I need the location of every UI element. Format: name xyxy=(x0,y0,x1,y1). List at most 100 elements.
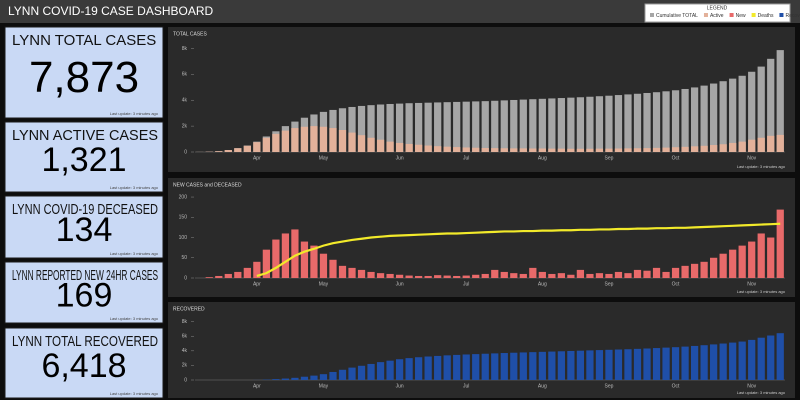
bar xyxy=(215,275,223,278)
card-note: Last update: 3 minutes ago xyxy=(110,251,159,256)
x-tick-label: Apr xyxy=(253,155,261,161)
chart-title: TOTAL CASES xyxy=(173,31,207,37)
bar xyxy=(690,87,699,152)
bar xyxy=(348,132,356,152)
bar xyxy=(357,365,366,380)
card-note: Last update: 3 minutes ago xyxy=(110,185,159,190)
x-tick-label: May xyxy=(319,383,329,389)
bar xyxy=(481,147,489,152)
bar xyxy=(510,99,518,152)
y-tick-label: 6k xyxy=(182,334,188,340)
bar xyxy=(633,269,642,278)
legend-label: New xyxy=(736,13,746,19)
y-tick-label: 100 xyxy=(179,235,188,241)
bar xyxy=(481,273,489,278)
y-tick-label: 8k xyxy=(182,319,188,325)
bar xyxy=(395,142,404,152)
card-note: Last update: 3 minutes ago xyxy=(110,391,159,396)
bar xyxy=(767,58,775,152)
bar xyxy=(681,346,689,380)
bar xyxy=(757,337,765,380)
bar xyxy=(443,146,451,152)
card xyxy=(4,195,164,259)
bar xyxy=(548,273,556,278)
bar xyxy=(624,273,632,278)
bar xyxy=(491,148,499,152)
bar xyxy=(662,347,670,380)
bar xyxy=(215,151,223,152)
legend-label: Active xyxy=(710,13,724,19)
bar xyxy=(690,146,699,152)
bar xyxy=(700,261,708,278)
card-value: 6,418 xyxy=(41,347,126,385)
bar xyxy=(472,274,480,278)
y-tick-label: 4k xyxy=(182,348,188,354)
bar xyxy=(671,267,680,278)
chart-panel xyxy=(168,178,795,297)
bar xyxy=(700,145,708,152)
bar xyxy=(405,358,413,380)
x-tick-label: Aug xyxy=(538,281,547,287)
card-label: LYNN COVID-19 DECEASED xyxy=(12,201,158,218)
bar xyxy=(376,362,385,380)
bar xyxy=(729,249,737,278)
bar xyxy=(424,275,432,278)
bar xyxy=(281,130,290,152)
bar xyxy=(500,271,508,278)
bar xyxy=(234,148,242,152)
bar xyxy=(576,269,585,278)
bar xyxy=(614,95,623,152)
bar xyxy=(357,135,366,152)
bar xyxy=(224,150,232,152)
bar xyxy=(510,273,518,278)
bar xyxy=(386,141,394,152)
bar xyxy=(681,265,689,278)
bar xyxy=(729,142,737,152)
bar xyxy=(538,351,546,380)
legend-label: Deaths xyxy=(758,13,774,19)
bar xyxy=(357,105,366,152)
x-tick-label: May xyxy=(319,281,329,287)
legend-swatch xyxy=(650,13,654,17)
bar xyxy=(538,148,546,152)
bar xyxy=(519,352,527,380)
bar xyxy=(443,275,451,278)
bar xyxy=(272,239,280,278)
chart-note: Last update: 3 minutes ago xyxy=(737,390,786,395)
chart-title: RECOVERED xyxy=(173,306,205,312)
card xyxy=(4,26,164,119)
bar xyxy=(472,354,480,380)
bar xyxy=(443,102,451,152)
bar xyxy=(272,133,280,152)
bar xyxy=(690,345,699,380)
card-note: Last update: 3 minutes ago xyxy=(110,111,159,116)
bar xyxy=(681,146,689,152)
bar xyxy=(757,137,765,152)
bar xyxy=(595,273,604,278)
bar xyxy=(262,137,270,152)
bar xyxy=(291,377,299,380)
bar xyxy=(434,102,442,152)
x-tick-label: Sep xyxy=(604,281,613,287)
bar xyxy=(462,275,470,278)
bar xyxy=(662,271,670,278)
x-tick-label: Apr xyxy=(253,281,261,287)
bar xyxy=(338,130,347,152)
bar xyxy=(690,263,699,278)
bar xyxy=(738,141,746,152)
bar xyxy=(605,148,613,152)
bar xyxy=(614,148,623,152)
bar xyxy=(310,245,318,278)
bar xyxy=(500,100,508,152)
y-tick-label: 4k xyxy=(182,98,188,104)
bar xyxy=(291,229,299,278)
x-tick-label: Nov xyxy=(747,155,756,161)
bar xyxy=(462,147,470,152)
bar xyxy=(643,348,651,380)
bar xyxy=(281,233,290,278)
x-tick-label: Jul xyxy=(463,281,469,287)
bar xyxy=(348,106,356,152)
bar xyxy=(434,146,442,152)
bar xyxy=(548,148,556,152)
bar xyxy=(624,349,632,380)
